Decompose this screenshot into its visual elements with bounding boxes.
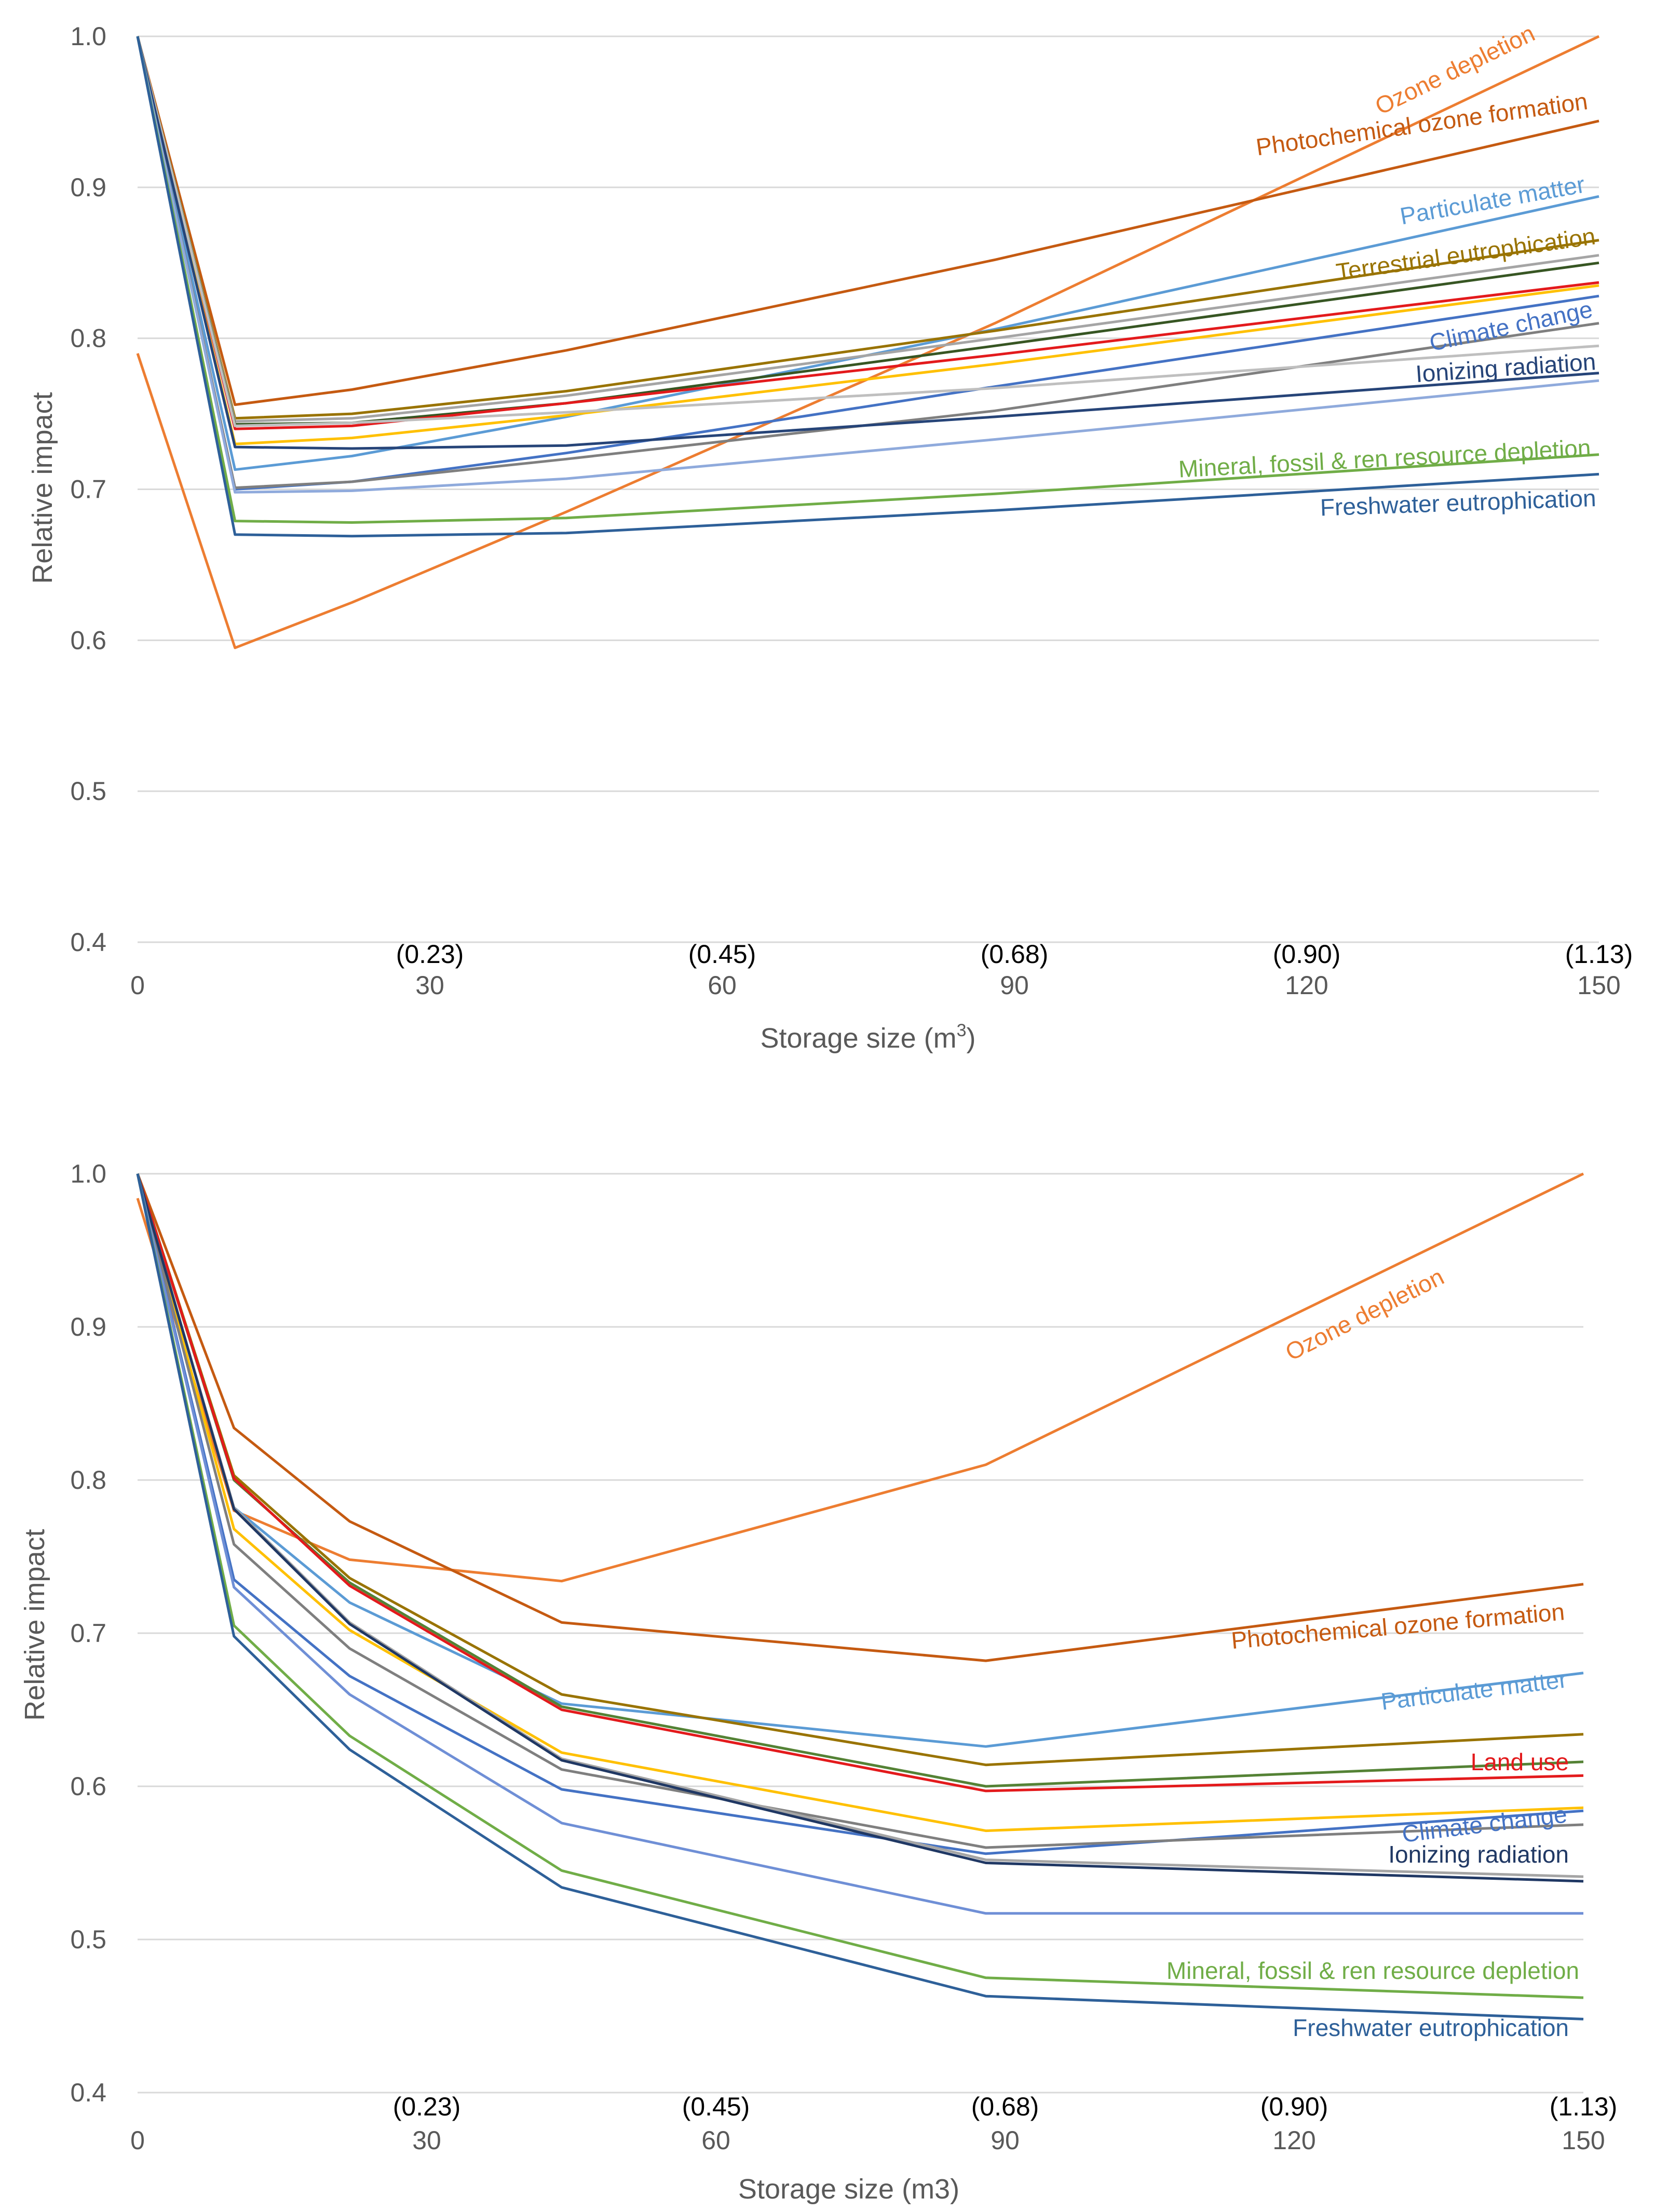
series-lines xyxy=(136,1172,1584,2020)
x-sub-label: (0.23) xyxy=(393,2092,461,2121)
x-tick-label: 120 xyxy=(1285,971,1328,1000)
x-tick-label: 90 xyxy=(1000,971,1029,1000)
x-tick-label: 90 xyxy=(991,2126,1020,2155)
series-line-series-yellow xyxy=(136,1173,1584,1833)
series-line-series-dark-grey xyxy=(136,1173,1584,1849)
series-label-ionizing-radiation: Ionizing radiation xyxy=(1388,1841,1569,1868)
x-sub-label: (0.45) xyxy=(682,2092,750,2121)
series-line-ozone-depletion xyxy=(136,1172,1584,1583)
x-tick-label: 30 xyxy=(412,2126,441,2155)
x-tick-label: 60 xyxy=(708,971,737,1000)
series-line-ionizing-radiation xyxy=(136,1173,1584,1883)
y-tick-label: 0.6 xyxy=(70,1772,106,1801)
x-axis-title: Storage size (m3) xyxy=(760,1021,975,1054)
y-tick-label: 0.5 xyxy=(70,777,106,806)
series-line-particulate-matter xyxy=(136,36,1599,471)
chart-bottom: 0.4 0.5 0.6 0.7 0.8 0.9 1.0 0 30 60 90 120 150 (0.23… xyxy=(19,1159,1617,2205)
x-tick-label: 0 xyxy=(130,2126,145,2155)
series-line-particulate-matter xyxy=(136,1173,1584,1748)
x-sub-label: (0.90) xyxy=(1273,940,1341,969)
x-axis-title-main: Storage size (m xyxy=(760,1023,956,1054)
y-tick-label: 0.9 xyxy=(70,173,106,202)
series-line-photochemical-ozone-formation xyxy=(136,36,1599,406)
y-tick-label: 0.4 xyxy=(70,928,106,957)
x-axis-title-tail: ) xyxy=(967,1023,976,1054)
y-tick-label: 1.0 xyxy=(70,1159,106,1188)
series-labels: Ozone depletion Photochemical ozone forma… xyxy=(1167,1263,1579,2041)
series-label-mineral-fossil-ren-resource-depletion: Mineral, fossil & ren resource depletion xyxy=(1167,1957,1579,1984)
x-tick-labels: 0 30 60 90 120 150 (0.23) (0.45) (0.68) (0.90) (1.… xyxy=(130,940,1633,1000)
y-tick-labels: 0.4 0.5 0.6 0.7 0.8 0.9 1.0 xyxy=(70,22,106,957)
series-line-series-olive xyxy=(136,1173,1584,1767)
y-tick-label: 0.8 xyxy=(70,1465,106,1495)
x-tick-label: 30 xyxy=(415,971,444,1000)
series-line-freshwater-eutrophication xyxy=(136,36,1599,538)
x-tick-label: 0 xyxy=(130,971,145,1000)
y-tick-label: 0.4 xyxy=(70,2078,106,2107)
y-tick-label: 1.0 xyxy=(70,22,106,51)
x-tick-label: 60 xyxy=(701,2126,730,2155)
x-tick-labels: 0 30 60 90 120 150 (0.23) (0.45) (0.68) (0.90) (1.… xyxy=(130,2092,1617,2155)
series-label-particulate-matter: Particulate matter xyxy=(1379,1665,1568,1715)
y-tick-labels: 0.4 0.5 0.6 0.7 0.8 0.9 1.0 xyxy=(70,1159,106,2107)
series-line-mineral-fossil-ren-resource-depletion xyxy=(136,36,1599,524)
x-sub-label: (1.13) xyxy=(1565,940,1633,969)
x-sub-label: (1.13) xyxy=(1550,2092,1618,2121)
series-line-series-light-grey xyxy=(136,36,1599,427)
y-tick-label: 0.8 xyxy=(70,324,106,353)
series-label-freshwater-eutrophication: Freshwater eutrophication xyxy=(1293,2014,1569,2041)
x-tick-label: 120 xyxy=(1272,2126,1316,2155)
series-line-climate-change xyxy=(136,1173,1584,1855)
series-line-photochemical-ozone-formation xyxy=(136,1173,1584,1662)
x-tick-label: 150 xyxy=(1562,2126,1605,2155)
y-tick-label: 0.5 xyxy=(70,1925,106,1954)
x-axis-title: Storage size (m3) xyxy=(738,2174,959,2205)
series-label-terrestrial-eutrophication: Terrestrial eutrophication xyxy=(1334,222,1597,286)
series-line-ozone-depletion xyxy=(136,35,1600,649)
series-label-mineral-fossil-ren-resource-depletion: Mineral, fossil & ren resource depletion xyxy=(1178,434,1592,483)
x-sub-label: (0.90) xyxy=(1260,2092,1328,2121)
x-sub-label: (0.45) xyxy=(688,940,756,969)
series-line-series-light-blue xyxy=(136,1173,1583,1915)
y-tick-label: 0.7 xyxy=(70,1619,106,1648)
x-sub-label: (0.68) xyxy=(971,2092,1039,2121)
y-tick-label: 0.6 xyxy=(70,626,106,655)
series-line-series-light-blue xyxy=(136,36,1599,494)
y-axis-title: Relative impact xyxy=(19,1529,50,1720)
x-tick-label: 150 xyxy=(1577,971,1620,1000)
series-label-ozone-depletion: Ozone depletion xyxy=(1281,1263,1448,1366)
series-line-land-use xyxy=(136,1173,1584,1793)
series-line-freshwater-eutrophication xyxy=(136,1173,1584,2020)
x-axis-title-sup: 3 xyxy=(957,1021,967,1040)
y-tick-label: 0.9 xyxy=(70,1312,106,1341)
series-lines xyxy=(136,35,1600,649)
x-sub-label: (0.68) xyxy=(981,940,1049,969)
y-tick-label: 0.7 xyxy=(70,475,106,504)
series-label-photochemical-ozone-formation: Photochemical ozone formation xyxy=(1230,1598,1565,1654)
grid-lines xyxy=(138,1173,1583,2094)
series-label-land-use: Land use xyxy=(1471,1748,1569,1775)
chart-top: 0.4 0.5 0.6 0.7 0.8 0.9 1.0 0 30 60 90 120 150 (0.23… xyxy=(27,19,1633,1054)
y-axis-title: Relative impact xyxy=(27,392,58,583)
series-line-ionizing-radiation xyxy=(136,36,1599,450)
series-line-mineral-fossil-ren-resource-depletion xyxy=(136,1173,1584,1999)
x-sub-label: (0.23) xyxy=(396,940,464,969)
